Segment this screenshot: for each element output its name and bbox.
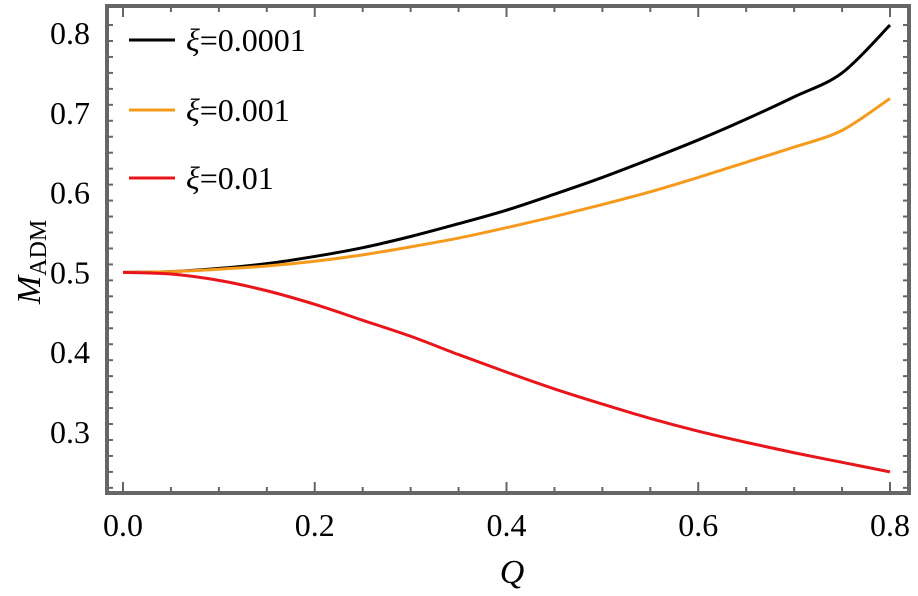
- legend-value: =0.001: [200, 92, 290, 128]
- axis-ticks: 0.0 0.2 0.4 0.6 0.8 0.3 0.4 0.5 0.6 0.7 0.8: [50, 6, 910, 543]
- plot-frame: [105, 4, 911, 495]
- x-tick-label: 0.6: [678, 507, 718, 543]
- x-tick-label: 0.2: [295, 507, 335, 543]
- y-axis-label-main: M: [11, 274, 48, 305]
- y-axis-label: MADM: [11, 220, 52, 305]
- legend-xi-symbol: ξ: [186, 22, 200, 58]
- legend-xi-symbol: ξ: [186, 160, 200, 196]
- x-tick-label: 0.4: [487, 507, 527, 543]
- legend-label-1: ξ=0.001: [186, 92, 290, 128]
- y-tick-label: 0.4: [50, 334, 90, 370]
- x-axis-label: Q: [500, 554, 525, 591]
- y-tick-label: 0.8: [50, 15, 90, 51]
- legend-value: =0.0001: [200, 22, 306, 58]
- y-tick-label: 0.5: [50, 254, 90, 290]
- y-tick-label: 0.3: [50, 414, 90, 450]
- series-line-2: [122, 270, 891, 474]
- series-line-0: [122, 23, 892, 274]
- legend-label-2: ξ=0.01: [186, 160, 274, 196]
- x-tick-label: 0.8: [870, 507, 910, 543]
- y-axis-label-subscript: ADM: [26, 220, 52, 276]
- y-tick-label: 0.7: [50, 95, 90, 131]
- y-tick-label: 0.6: [50, 175, 90, 211]
- series-line-1: [122, 97, 891, 274]
- legend-value: =0.01: [200, 160, 274, 196]
- series-lines: [122, 23, 892, 474]
- axis-labels: Q MADM: [11, 220, 524, 591]
- legend-xi-symbol: ξ: [186, 92, 200, 128]
- x-tick-label: 0.0: [103, 507, 143, 543]
- plot-border: [105, 4, 911, 495]
- legend-label-0: ξ=0.0001: [186, 22, 306, 58]
